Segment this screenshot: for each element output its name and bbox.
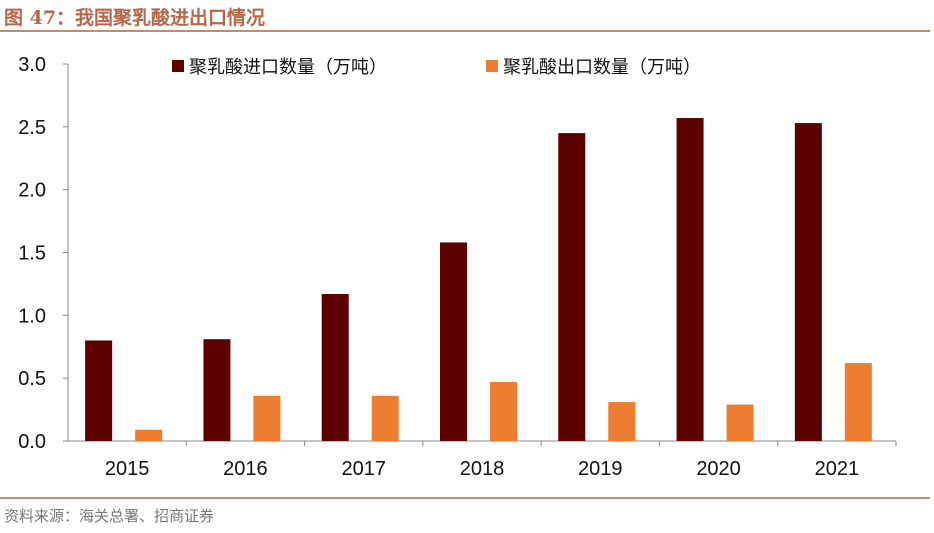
- bar-export-2015: [135, 429, 163, 441]
- legend-swatch-export: [486, 60, 498, 72]
- bar-import-2018: [440, 242, 467, 441]
- bar-import-2017: [321, 293, 349, 441]
- figure-title: 图 47：我国聚乳酸进出口情况: [4, 7, 266, 29]
- bar-import-2020: [676, 118, 704, 441]
- y-tick-label: 1.0: [18, 305, 46, 327]
- y-tick-label: 1.5: [18, 243, 46, 265]
- x-tick-label: 2016: [223, 458, 268, 480]
- bar-export-2016: [253, 395, 281, 441]
- bar-export-2017: [371, 395, 399, 441]
- title-divider: [0, 30, 930, 32]
- x-tick-label: 2017: [341, 458, 386, 480]
- bar-export-2019: [608, 402, 636, 441]
- bar-import-2016: [203, 339, 231, 441]
- bar-import-2021: [794, 123, 822, 442]
- legend-label-import: 聚乳酸进口数量（万吨）: [189, 57, 387, 78]
- y-tick-label: 0.5: [18, 368, 46, 390]
- x-tick-label: 2021: [815, 458, 860, 480]
- y-tick-label: 0.0: [18, 431, 46, 453]
- bar-export-2018: [490, 381, 517, 441]
- bar-export-2021: [844, 363, 872, 441]
- bar-import-2019: [558, 133, 586, 441]
- x-tick-label: 2019: [578, 458, 623, 480]
- x-tick-label: 2020: [696, 458, 741, 480]
- legend-swatch-import: [172, 60, 184, 72]
- y-tick-label: 2.0: [18, 180, 46, 202]
- y-tick-label: 2.5: [18, 117, 46, 139]
- legend-label-export: 聚乳酸出口数量（万吨）: [503, 57, 701, 78]
- y-tick-label: 3.0: [18, 54, 46, 76]
- source-note: 资料来源：海关总署、招商证券: [4, 507, 215, 525]
- x-tick-label: 2015: [105, 458, 150, 480]
- bar-import-2015: [85, 340, 113, 441]
- footer-divider: [0, 497, 930, 499]
- bar-export-2020: [726, 404, 754, 441]
- x-tick-label: 2018: [460, 458, 505, 480]
